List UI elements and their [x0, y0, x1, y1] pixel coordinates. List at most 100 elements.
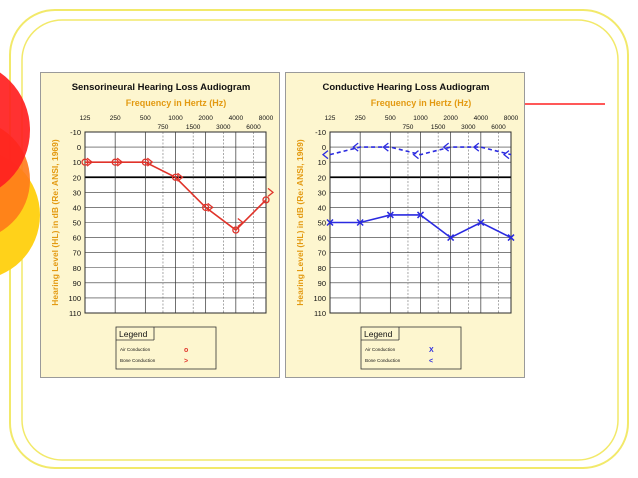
x-axis-label: Frequency in Hertz (Hz): [371, 98, 472, 108]
x-subtick-label: 750: [403, 124, 414, 131]
x-tick-label: 8000: [504, 115, 519, 122]
y-tick-label: 80: [73, 264, 81, 273]
y-tick-label: -10: [70, 128, 81, 137]
legend-entry-symbol: >: [184, 358, 188, 365]
chart-title: Sensorineural Hearing Loss Audiogram: [72, 82, 251, 93]
data-point-bone-conduction: [237, 217, 244, 228]
x-tick-label: 8000: [259, 115, 274, 122]
data-point-air-conduction: [356, 218, 364, 227]
x-tick-label: 4000: [229, 115, 244, 122]
data-point-bone-conduction: [207, 202, 214, 212]
data-point-bone-conduction: [321, 150, 329, 160]
series-line-air-conduction: [85, 161, 267, 232]
y-tick-label: 50: [318, 219, 326, 228]
conductive-audiogram-chart: Conductive Hearing Loss Audiogram Frequen…: [295, 82, 519, 370]
x-subtick-label: 3000: [216, 124, 231, 131]
y-tick-label: 0: [322, 143, 326, 152]
x-tick-label: 500: [140, 115, 151, 122]
legend-title: Legend: [364, 329, 393, 339]
data-point-air-conduction: [232, 226, 240, 234]
x-tick-label: 250: [355, 115, 366, 122]
y-tick-label: 40: [318, 203, 326, 212]
accent-circle-red: [0, 72, 30, 188]
x-subtick-label: 6000: [491, 124, 506, 131]
x-marker-stroke: [326, 218, 334, 227]
data-point-air-conduction: [111, 158, 119, 166]
data-point-bone-conduction: [352, 142, 359, 152]
legend-entry-label: Air Conduction: [120, 347, 151, 352]
x-tick-label: 2000: [198, 115, 213, 122]
data-point-air-conduction: [507, 234, 515, 242]
y-tick-label: 60: [318, 234, 326, 243]
data-point-air-conduction: [141, 158, 149, 166]
series-line-bone-conduction: [329, 146, 512, 156]
x-subtick-label: 6000: [246, 124, 261, 131]
data-point-air-conduction: [171, 173, 180, 181]
y-tick-label: 90: [73, 279, 81, 288]
x-marker-stroke: [356, 218, 364, 227]
sensorineural-audiogram-panel: Sensorineural Hearing Loss Audiogram Freq…: [40, 72, 280, 378]
x-tick-label: 125: [325, 115, 336, 122]
sensorineural-audiogram-chart: Sensorineural Hearing Loss Audiogram Freq…: [50, 82, 275, 370]
data-point-air-conduction: [326, 218, 334, 227]
data-point-bone-conduction: [412, 150, 419, 160]
data-point-air-conduction: [386, 211, 394, 219]
data-point-air-conduction: [202, 203, 210, 212]
x-tick-label: 2000: [443, 115, 458, 122]
x-marker-stroke: [477, 218, 485, 227]
legend-entry-label: Air Conduction: [365, 347, 396, 352]
data-point-air-conduction: [477, 218, 485, 227]
x-subtick-label: 1500: [186, 124, 201, 131]
x-axis-label: Frequency in Hertz (Hz): [126, 98, 227, 108]
legend-title: Legend: [119, 329, 148, 339]
x-marker-stroke: [447, 234, 455, 242]
x-marker-stroke: [507, 234, 515, 242]
x-subtick-label: 1500: [431, 124, 446, 131]
y-tick-label: 70: [318, 249, 326, 258]
x-marker-stroke: [386, 211, 394, 219]
data-point-bone-conduction: [177, 172, 184, 182]
x-tick-label: 1000: [168, 115, 183, 122]
y-tick-label: 80: [318, 264, 326, 273]
y-tick-label: 70: [73, 249, 81, 258]
data-point-bone-conduction: [267, 187, 275, 197]
y-tick-label: 40: [73, 203, 81, 212]
legend-entry-symbol: o: [184, 347, 188, 354]
legend-box: [360, 326, 462, 370]
y-axis-label: Hearing Level (HL) in dB (Re: ANSI, 1969…: [50, 139, 60, 306]
legend-box: [115, 326, 217, 370]
data-point-air-conduction: [447, 234, 455, 242]
x-tick-label: 4000: [474, 115, 489, 122]
y-tick-label: 90: [318, 279, 326, 288]
data-point-bone-conduction: [502, 150, 510, 160]
y-tick-label: 30: [73, 188, 81, 197]
y-axis-label: Hearing Level (HL) in dB (Re: ANSI, 1969…: [295, 139, 305, 306]
y-tick-label: 20: [318, 173, 326, 182]
y-tick-label: 100: [68, 294, 81, 303]
legend-entry-symbol: X: [429, 347, 434, 354]
data-point-air-conduction: [416, 211, 425, 219]
data-point-bone-conduction: [442, 142, 450, 152]
y-tick-label: 10: [318, 158, 326, 167]
y-tick-label: 100: [313, 294, 326, 303]
y-tick-label: 30: [318, 188, 326, 197]
data-point-bone-conduction: [146, 157, 154, 167]
data-point-bone-conduction: [472, 142, 480, 152]
x-subtick-label: 750: [158, 124, 169, 131]
y-tick-label: 10: [73, 158, 81, 167]
y-tick-label: 20: [73, 173, 81, 182]
data-point-air-conduction: [262, 196, 270, 204]
y-tick-label: 50: [73, 219, 81, 228]
x-subtick-label: 3000: [461, 124, 476, 131]
data-point-bone-conduction: [116, 157, 124, 167]
x-marker-stroke: [416, 211, 425, 219]
x-tick-label: 500: [385, 115, 396, 122]
conductive-audiogram-panel: Conductive Hearing Loss Audiogram Frequen…: [285, 72, 525, 378]
legend-entry-label: Bone Conduction: [120, 358, 156, 363]
y-tick-label: 0: [77, 143, 81, 152]
legend-entry-label: Bone Conduction: [365, 358, 401, 363]
x-tick-label: 250: [110, 115, 121, 122]
y-tick-label: 110: [314, 309, 326, 318]
y-tick-label: 60: [73, 234, 81, 243]
